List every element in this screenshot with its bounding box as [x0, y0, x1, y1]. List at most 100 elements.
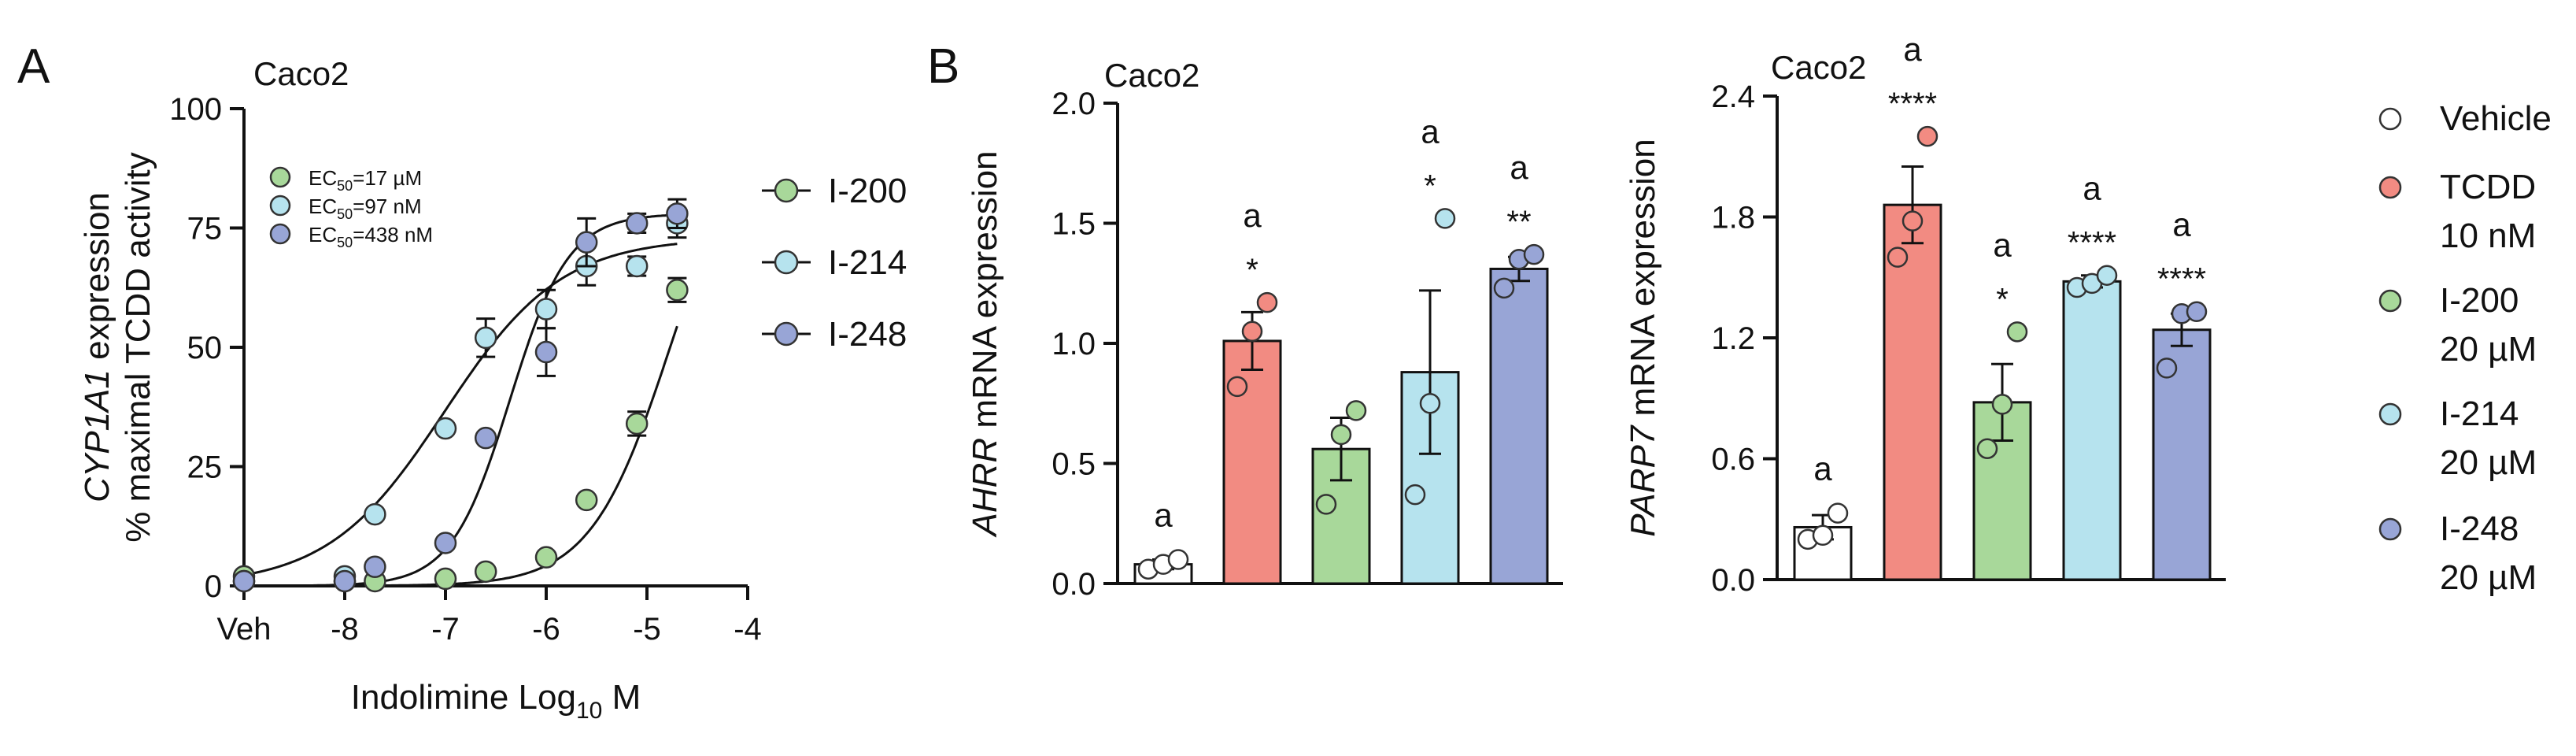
significance-stars: *: [1246, 253, 1258, 287]
y-tick-label: 50: [187, 331, 223, 365]
data-point-i-200: [534, 546, 558, 569]
significance-letter: a: [2172, 206, 2191, 243]
replicate-point-i-200: [1345, 400, 1367, 421]
ec50-legend-marker: [269, 166, 291, 188]
replicate-point-i-200: [1991, 394, 2013, 415]
legend-marker-i-200: [2378, 289, 2402, 313]
replicate-point-vehicle: [1167, 549, 1189, 570]
x-axis-label-main: Indolimine Log: [351, 678, 576, 717]
data-point-i-200: [625, 412, 649, 435]
y-tick-label: 0.0: [1051, 567, 1096, 602]
replicate-point-i-248: [2186, 301, 2208, 322]
x-tick-label: -5: [633, 612, 661, 647]
significance-stars: ****: [1888, 87, 1937, 121]
x-axis-label-unit: M: [602, 678, 641, 717]
x-tick-label: -6: [532, 612, 560, 647]
replicate-point-i-200: [2006, 321, 2028, 343]
replicate-point-tcdd: [1902, 210, 1924, 232]
data-point-i-214: [364, 502, 386, 526]
data-point-i-214: [625, 254, 649, 278]
x-tick-label: -8: [331, 612, 359, 647]
data-point-i-214: [434, 417, 457, 440]
x-tick-label: Veh: [217, 612, 272, 647]
fit-curve-i-248: [244, 213, 678, 587]
data-point-i-200: [434, 567, 457, 591]
ec50-value: =438 nM: [353, 223, 433, 246]
ec50-prefix: EC: [309, 166, 337, 190]
data-point-i-248: [434, 532, 457, 554]
y-axis-label-rest: mRNA expression: [966, 150, 1004, 437]
y-tick-label: 1.8: [1711, 201, 1755, 235]
y-axis-label-rest: mRNA expression: [1624, 139, 1662, 425]
ec50-legend-text: EC50=97 nM: [309, 195, 422, 222]
x-tick-label: -4: [734, 612, 762, 647]
legend-label: I-214: [2440, 395, 2519, 433]
y-axis-label-gene: AHRR: [966, 438, 1004, 539]
y-tick-label: 1.5: [1051, 207, 1096, 242]
series-legend-label: I-214: [828, 243, 907, 282]
significance-stars: *: [1996, 282, 2009, 317]
replicate-point-i-248: [2156, 358, 2178, 379]
replicate-point-vehicle: [1827, 502, 1849, 524]
ec50-prefix: EC: [309, 223, 337, 246]
chart-title: Caco2: [253, 55, 349, 92]
replicate-point-i-214: [1434, 208, 1456, 229]
significance-letter: a: [1243, 197, 1262, 234]
treatment-legend: Vehicle TCDD 10 nM I-200 20 µM I-214 20 µM I-24…: [2378, 99, 2552, 597]
bar-i-248: [1489, 267, 1549, 585]
replicate-point-i-200: [1330, 424, 1352, 446]
replicate-point-tcdd: [1241, 321, 1263, 342]
y-tick-label: 2.0: [1051, 87, 1096, 121]
y-tick-label: 0: [205, 569, 222, 604]
significance-letter: a: [2083, 170, 2101, 207]
data-point-i-200: [474, 560, 497, 584]
data-point-i-248: [333, 569, 357, 593]
legend-label: TCDD: [2440, 168, 2536, 206]
legend-marker-vehicle: [2378, 107, 2402, 131]
y-tick-label: 0.5: [1051, 447, 1096, 482]
y-tick-label: 75: [187, 212, 223, 246]
legend-dose: 20 µM: [2440, 330, 2537, 369]
ec50-value: =97 nM: [353, 195, 421, 218]
y-axis-label-gene: CYP1A1: [78, 369, 116, 502]
significance-stars: ****: [2157, 262, 2206, 297]
ec50-legend-text: EC50=438 nM: [309, 223, 433, 250]
legend-dose: 20 µM: [2440, 558, 2537, 597]
y-axis-label-line1: CYP1A1 expression: [78, 192, 116, 502]
series-legend-marker: [774, 321, 799, 346]
significance-stars: *: [1424, 169, 1436, 203]
legend-marker-tcdd: [2378, 176, 2402, 199]
data-point-i-200: [575, 488, 598, 512]
ec50-value: =17 µM: [353, 166, 422, 190]
legend-dose: 10 nM: [2440, 217, 2536, 255]
ec50-legend-marker: [269, 223, 291, 245]
data-point-i-248: [232, 569, 256, 593]
replicate-point-i-248: [1523, 243, 1545, 265]
y-tick-label: 100: [169, 92, 222, 127]
chart-title: Caco2: [1104, 57, 1199, 94]
bar-tcdd: [1883, 203, 1942, 581]
y-tick-label: 2.4: [1711, 80, 1755, 114]
fit-curve-i-200: [244, 325, 678, 587]
legend-dose: 20 µM: [2440, 443, 2537, 482]
y-tick-label: 0.6: [1711, 443, 1755, 477]
x-axis-label-subscript: 10: [576, 698, 602, 724]
replicate-point-tcdd: [1887, 246, 1909, 268]
data-point-i-214: [474, 326, 497, 350]
dose-response-chart: 0 25 50 75 100 Veh -8 -7 -6 -5 -4 Caco2 Indolimine L…: [78, 55, 907, 724]
replicate-point-i-214: [2096, 265, 2118, 286]
legend-label: I-200: [2440, 281, 2519, 320]
data-point-i-248: [625, 212, 649, 235]
x-tick-label: -7: [431, 612, 460, 647]
ec50-subscript: 50: [337, 235, 353, 250]
chart-title: Caco2: [1771, 49, 1866, 86]
data-point-i-248: [666, 202, 689, 225]
y-tick-label: 25: [187, 450, 223, 485]
significance-letter: a: [1813, 450, 1832, 487]
replicate-point-i-214: [1404, 484, 1426, 506]
replicate-point-i-214: [1419, 393, 1441, 414]
data-point-i-248: [474, 426, 497, 450]
replicate-point-i-200: [1976, 438, 1998, 459]
replicate-point-tcdd: [1256, 291, 1278, 313]
